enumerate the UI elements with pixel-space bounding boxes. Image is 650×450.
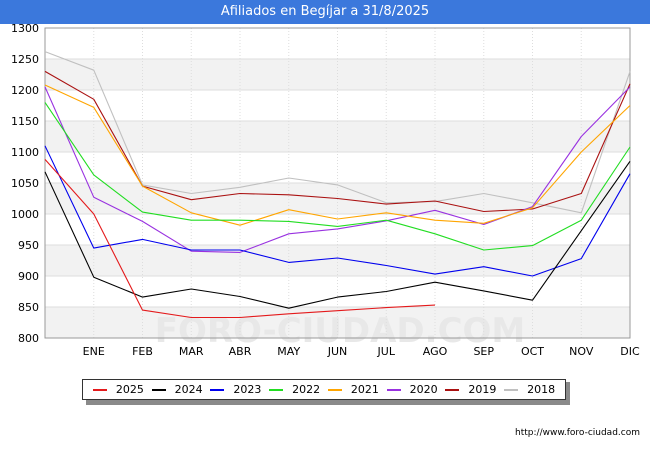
legend-item-2025: 2025 (92, 383, 144, 396)
legend-swatch (210, 388, 225, 391)
chart-title: Afiliados en Begíjar a 31/8/2025 (0, 0, 650, 24)
y-tick-label: 1050 (11, 177, 39, 190)
y-tick-label: 850 (18, 301, 39, 314)
plot-frame (44, 27, 631, 339)
legend-item-2024: 2024 (151, 383, 203, 396)
series-lines (44, 51, 631, 319)
legend-swatch (504, 388, 519, 391)
legend-item-2021: 2021 (327, 383, 379, 396)
y-tick-label: 1100 (11, 146, 39, 159)
y-tick-label: 1300 (11, 24, 39, 35)
y-tick-label: 1150 (11, 115, 39, 128)
x-tick-label: DIC (620, 345, 640, 358)
x-tick-label: ENE (83, 345, 105, 358)
legend-swatch (92, 388, 107, 391)
x-tick-label: SEP (473, 345, 494, 358)
series-line-2018 (44, 51, 631, 214)
series-line-2021 (44, 84, 631, 226)
y-tick-label: 1250 (11, 53, 39, 66)
source-credit: http://www.foro-ciudad.com (515, 428, 640, 438)
line-chart: FORO-CIUDAD.COM 800850900950100010501100… (11, 24, 640, 358)
legend-swatch (269, 388, 284, 391)
y-tick-label: 1000 (11, 208, 39, 221)
series-line-2022 (44, 102, 631, 251)
series-line-2024 (44, 160, 631, 309)
legend-label: 2022 (292, 383, 321, 396)
legend-label: 2025 (115, 383, 144, 396)
legend-item-2020: 2020 (386, 383, 438, 396)
y-tick-label: 950 (18, 239, 39, 252)
x-tick-label: FEB (132, 345, 153, 358)
legend-label: 2021 (350, 383, 379, 396)
legend-swatch (386, 388, 401, 391)
x-tick-label: MAY (277, 345, 300, 358)
y-tick-label: 800 (18, 332, 39, 345)
legend-item-2018: 2018 (504, 383, 555, 396)
x-tick-label: MAR (179, 345, 204, 358)
x-tick-labels: ENE FEB MAR ABR MAY JUN JUL AGO SEP OCT NOV DIC (83, 345, 640, 358)
legend-label: 2024 (174, 383, 203, 396)
y-tick-labels: 800 850 900 950 1000 1050 1100 1150 1200 1250 1300 (11, 24, 39, 345)
legend-label: 2020 (409, 383, 438, 396)
legend-swatch (327, 388, 342, 391)
x-tick-label: ABR (229, 345, 252, 358)
x-tick-label: OCT (521, 345, 544, 358)
y-tick-label: 1200 (11, 84, 39, 97)
legend-swatch (445, 388, 460, 391)
legend-item-2022: 2022 (269, 383, 320, 396)
legend-item-2019: 2019 (445, 383, 496, 396)
legend-label: 2019 (468, 383, 497, 396)
x-tick-label: JUL (377, 345, 396, 358)
x-tick-label: JUN (327, 345, 348, 358)
legend-swatch (151, 388, 166, 391)
series-line-2025 (44, 159, 436, 319)
x-tick-label: NOV (569, 345, 594, 358)
legend: 2025 2024 2023 2022 2021 2020 2019 2018 (82, 379, 566, 400)
series-line-2020 (44, 86, 631, 253)
legend-item-2023: 2023 (210, 383, 261, 396)
y-tick-label: 900 (18, 270, 39, 283)
legend-label: 2023 (233, 383, 262, 396)
legend-label: 2018 (527, 383, 556, 396)
x-tick-label: AGO (423, 345, 448, 358)
series-line-2023 (44, 145, 631, 277)
